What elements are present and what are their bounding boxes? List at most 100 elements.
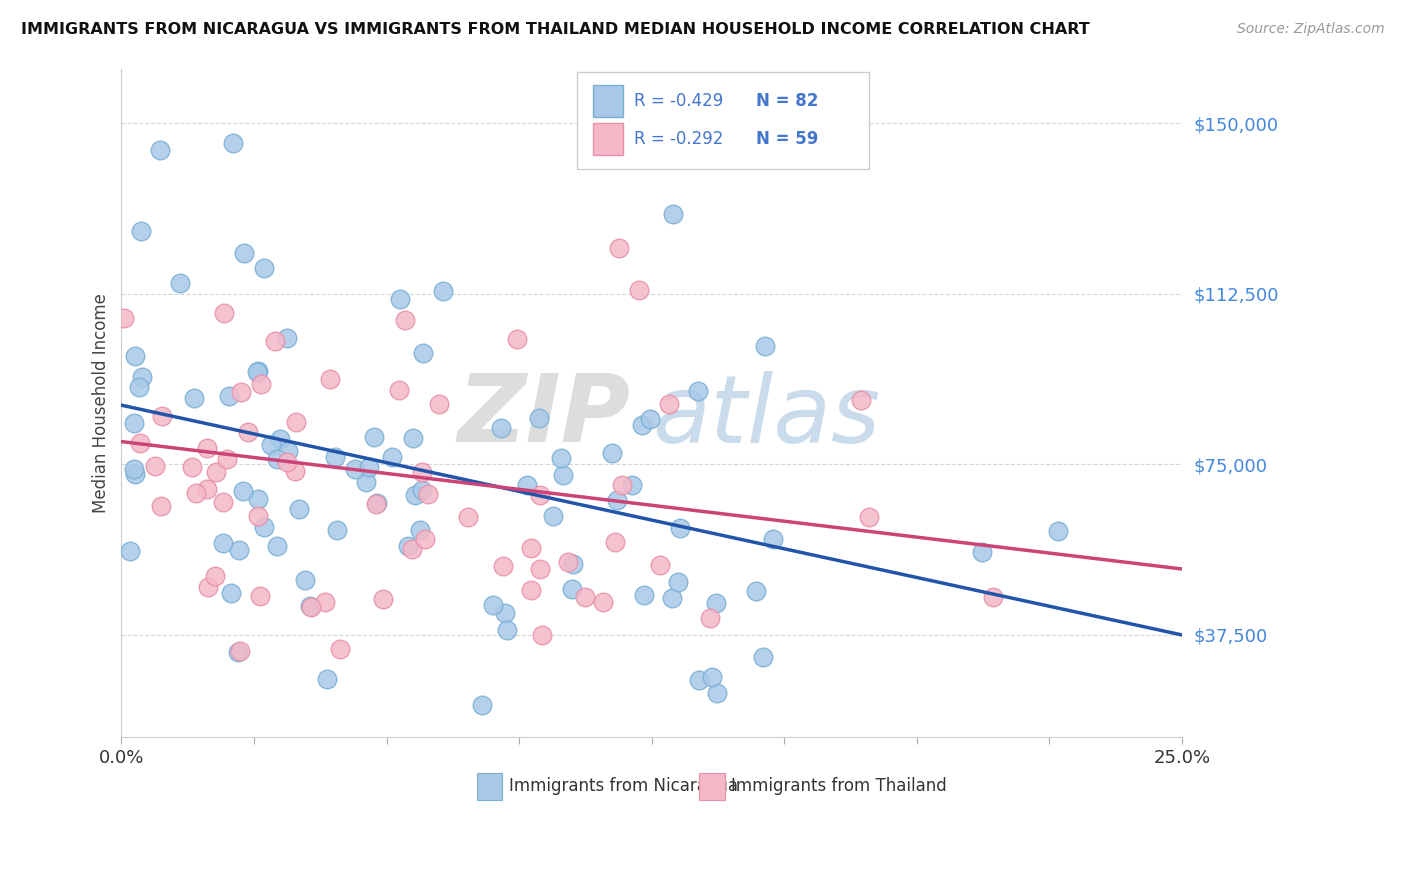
Point <box>762 532 785 546</box>
Point <box>706 686 728 700</box>
Point <box>186 486 208 500</box>
Point <box>266 539 288 553</box>
Point <box>363 430 385 444</box>
Point <box>620 477 643 491</box>
Point <box>849 392 872 407</box>
Point <box>520 541 543 555</box>
Point <box>294 573 316 587</box>
FancyBboxPatch shape <box>593 123 623 155</box>
Point <box>416 486 439 500</box>
Point <box>411 465 433 479</box>
Point <box>688 384 710 398</box>
Point <box>648 558 671 573</box>
Point <box>858 509 880 524</box>
Point <box>662 207 685 221</box>
Point <box>366 497 388 511</box>
Point <box>699 610 721 624</box>
Point <box>277 444 299 458</box>
Point <box>700 670 723 684</box>
Point <box>236 425 259 439</box>
Point <box>211 495 233 509</box>
Point <box>149 143 172 157</box>
Point <box>666 575 689 590</box>
Point <box>394 313 416 327</box>
Point <box>516 478 538 492</box>
Point <box>129 224 152 238</box>
Point <box>197 482 219 496</box>
Point <box>269 432 291 446</box>
Point <box>112 310 135 325</box>
Point <box>481 598 503 612</box>
Point <box>124 467 146 481</box>
Text: ZIP: ZIP <box>457 370 630 462</box>
Point <box>489 421 512 435</box>
Point <box>409 523 432 537</box>
Point <box>264 334 287 349</box>
Point <box>603 535 626 549</box>
Point <box>401 541 423 556</box>
Point <box>233 246 256 260</box>
Point <box>222 136 245 150</box>
Point <box>118 544 141 558</box>
Text: N = 82: N = 82 <box>755 92 818 110</box>
Point <box>592 595 614 609</box>
Text: R = -0.429: R = -0.429 <box>634 92 723 110</box>
Point <box>181 460 204 475</box>
Point <box>276 455 298 469</box>
Point <box>266 452 288 467</box>
Point <box>373 591 395 606</box>
Point <box>658 397 681 411</box>
Point <box>529 488 551 502</box>
Point <box>143 459 166 474</box>
Y-axis label: Median Household Income: Median Household Income <box>93 293 110 513</box>
Point <box>204 569 226 583</box>
Point <box>520 582 543 597</box>
Point <box>149 499 172 513</box>
Point <box>606 493 628 508</box>
FancyBboxPatch shape <box>578 72 869 169</box>
Point <box>388 293 411 307</box>
Point <box>183 391 205 405</box>
Point <box>381 450 404 464</box>
Point <box>471 698 494 713</box>
Text: atlas: atlas <box>651 371 880 462</box>
Point <box>543 509 565 524</box>
Text: Immigrants from Thailand: Immigrants from Thailand <box>731 777 948 795</box>
Point <box>396 539 419 553</box>
Point <box>195 441 218 455</box>
Point <box>228 543 250 558</box>
Point <box>299 600 322 615</box>
Point <box>249 377 271 392</box>
Point <box>457 509 479 524</box>
Point <box>669 521 692 535</box>
Point <box>215 452 238 467</box>
Point <box>530 628 553 642</box>
Point <box>325 524 347 538</box>
Point <box>169 276 191 290</box>
Point <box>529 411 551 425</box>
Point <box>315 672 337 686</box>
Point <box>661 591 683 606</box>
Point <box>276 331 298 345</box>
Text: Source: ZipAtlas.com: Source: ZipAtlas.com <box>1237 22 1385 37</box>
Point <box>704 596 727 610</box>
Point <box>627 283 650 297</box>
Point <box>630 417 652 432</box>
Text: Immigrants from Nicaragua: Immigrants from Nicaragua <box>509 777 738 795</box>
Point <box>751 649 773 664</box>
Point <box>246 492 269 507</box>
Point <box>411 483 433 498</box>
FancyBboxPatch shape <box>699 772 725 799</box>
Point <box>495 624 517 638</box>
Point <box>494 607 516 621</box>
Point <box>298 599 321 613</box>
Point <box>402 431 425 445</box>
Point <box>506 332 529 346</box>
Point <box>284 464 307 478</box>
Point <box>212 306 235 320</box>
Point <box>259 437 281 451</box>
Point <box>288 502 311 516</box>
Point <box>229 385 252 400</box>
Point <box>205 466 228 480</box>
Point <box>574 590 596 604</box>
